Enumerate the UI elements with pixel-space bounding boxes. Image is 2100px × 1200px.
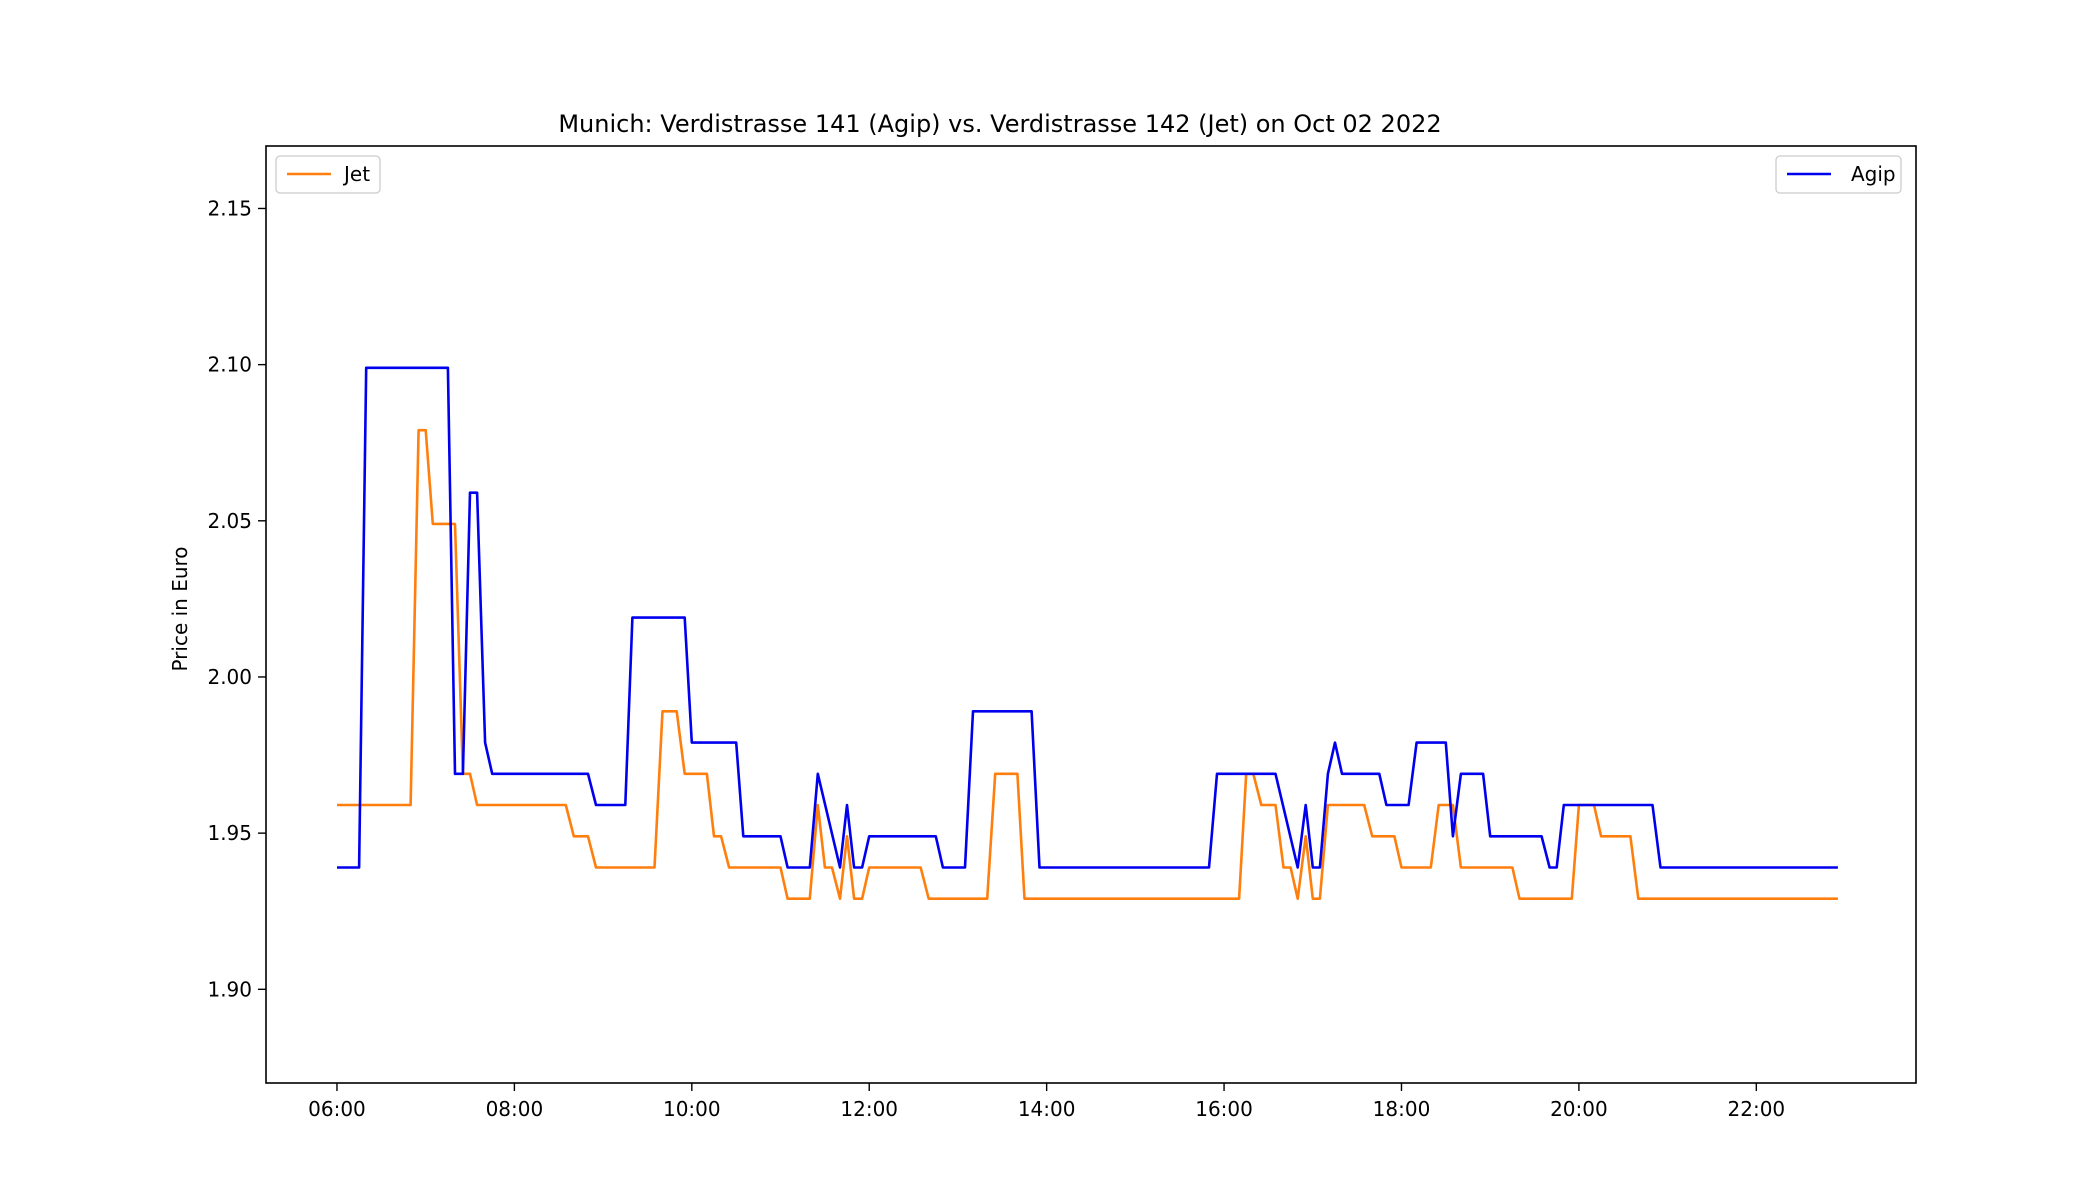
y-tick-label: 1.95 [207, 821, 252, 845]
x-axis-ticks: 06:00 08:00 10:00 12:00 14:00 16:00 18:00 20:00… [308, 1083, 1785, 1121]
series-line-jet [337, 428, 1838, 901]
x-tick-label: 14:00 [1018, 1097, 1076, 1121]
legend-box [1775, 155, 1902, 194]
y-tick-label: 2.05 [207, 509, 252, 533]
x-tick-label: 12:00 [840, 1097, 898, 1121]
x-tick-label: 16:00 [1195, 1097, 1253, 1121]
legend-jet: Jet [275, 155, 381, 194]
y-tick-label: 2.15 [207, 196, 252, 220]
y-axis-label: Price in Euro [168, 546, 192, 671]
legend-label-agip: Agip [1851, 162, 1896, 186]
y-tick-label: 2.00 [207, 665, 252, 689]
plot-area-frame [265, 145, 1917, 1084]
legend-label-jet: Jet [342, 162, 370, 186]
y-tick-label: 2.10 [207, 353, 252, 377]
x-tick-label: 08:00 [486, 1097, 544, 1121]
x-tick-label: 06:00 [308, 1097, 366, 1121]
x-tick-label: 22:00 [1728, 1097, 1786, 1121]
x-tick-label: 20:00 [1550, 1097, 1608, 1121]
chart-title: Munich: Verdistrasse 141 (Agip) vs. Verd… [558, 110, 1441, 138]
series-lines [337, 366, 1838, 901]
y-tick-label: 1.90 [207, 977, 252, 1001]
y-axis-ticks: 1.90 1.95 2.00 2.05 2.10 2.15 [207, 196, 266, 1001]
x-tick-label: 10:00 [663, 1097, 721, 1121]
legend-agip: Agip [1775, 155, 1902, 194]
series-line-agip [337, 366, 1838, 869]
x-tick-label: 18:00 [1373, 1097, 1431, 1121]
